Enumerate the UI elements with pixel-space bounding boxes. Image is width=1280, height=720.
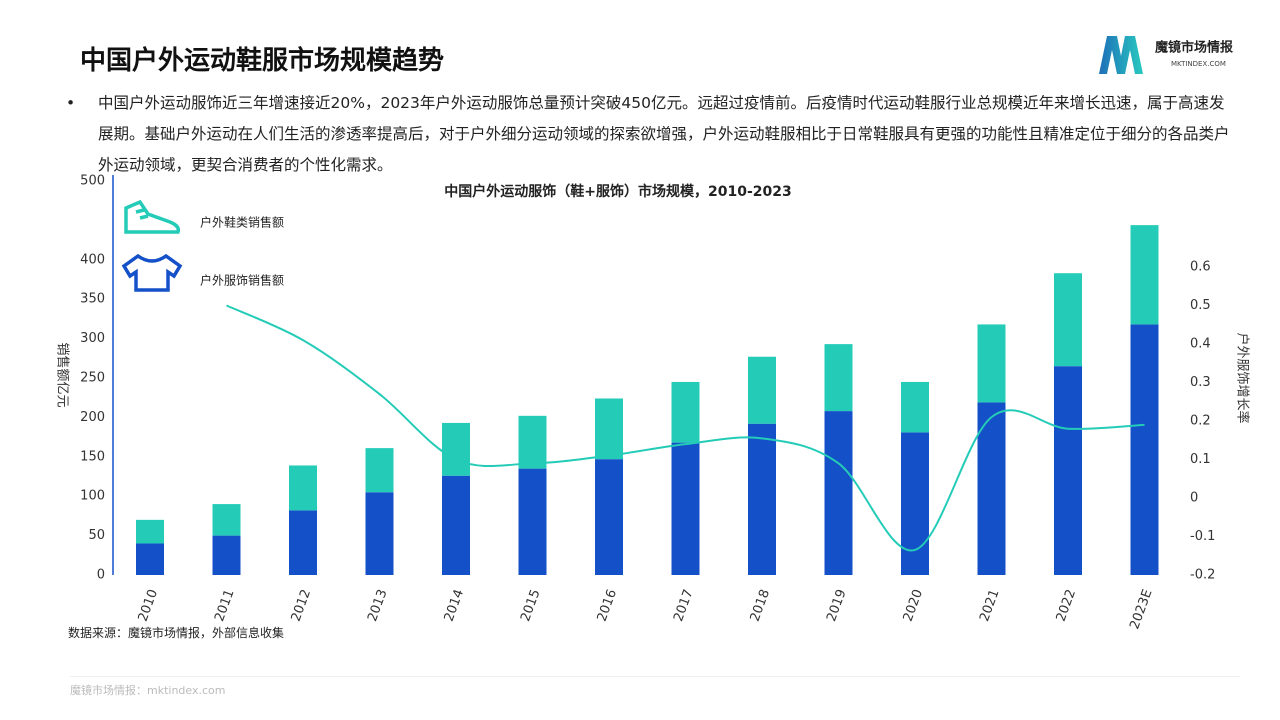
footer: 魔镜市场情报：mktindex.com (70, 684, 226, 697)
x-tick-label: 2010 (136, 587, 161, 623)
bar (289, 510, 317, 575)
bar (1054, 366, 1082, 575)
y2-tick-label: 0.1 (1190, 452, 1211, 467)
bar (365, 448, 394, 493)
y-tick-label: 200 (80, 410, 105, 425)
y-tick-label: 100 (80, 489, 105, 504)
y2-tick-label: -0.2 (1190, 568, 1215, 583)
y2-axis-label: 户外服饰增长率 (1235, 332, 1251, 423)
bullet-text: 中国户外运动服饰近三年增速接近20%，2023年户外运动服饰总量预计突破450亿… (98, 94, 1230, 174)
x-tick-label: 2021 (977, 587, 1002, 623)
bar (977, 324, 1006, 403)
x-tick-label: 2020 (901, 587, 926, 623)
bar (442, 475, 470, 575)
x-tick-label: 2014 (442, 587, 467, 623)
legend-label: 户外鞋类销售额 (200, 215, 284, 230)
logo-name: 魔镜市场情报 (1155, 40, 1234, 56)
y-tick-label: 500 (80, 174, 105, 189)
bar (977, 402, 1006, 575)
logo: 魔镜市场情报 MKTINDEX.COM (1099, 36, 1234, 74)
y2-tick-label: 0.2 (1190, 414, 1211, 429)
bar (595, 398, 623, 460)
y2-tick-label: 0.6 (1190, 260, 1211, 275)
y2-tick-label: 0 (1190, 491, 1198, 506)
bar (901, 432, 929, 575)
y-tick-label: 400 (80, 252, 105, 267)
bar (136, 519, 164, 544)
y-tick-label: 350 (80, 292, 105, 307)
bar (901, 381, 929, 433)
y-axis-label: 销售额亿元 (55, 342, 71, 407)
source: 数据来源：魔镜市场情报，外部信息收集 (68, 626, 285, 640)
bar (748, 423, 776, 575)
x-tick-label: 2019 (824, 587, 849, 623)
legend-label: 户外服饰销售额 (200, 273, 284, 288)
bar (671, 442, 700, 575)
y-tick-label: 50 (88, 528, 105, 543)
chart-title: 中国户外运动服饰（鞋+服饰）市场规模，2010-2023 (444, 183, 791, 200)
bar (212, 504, 241, 536)
bar (212, 535, 241, 575)
page-title: 中国户外运动鞋服市场规模趋势 (80, 46, 445, 76)
bar (824, 411, 853, 575)
y2-tick-label: 0.3 (1190, 375, 1211, 390)
bar (289, 465, 317, 511)
line (226, 304, 1145, 552)
x-tick-label: 2013 (365, 587, 390, 623)
bar (671, 381, 700, 443)
bar (365, 492, 394, 575)
bar (136, 543, 164, 575)
shoe-icon (124, 199, 181, 234)
bar (595, 459, 623, 575)
x-tick-label: 2016 (595, 587, 620, 623)
bar (1130, 225, 1159, 325)
x-tick-label: 2012 (289, 587, 314, 623)
logo-mark (1099, 36, 1143, 74)
bar (1054, 273, 1082, 367)
bar (518, 468, 547, 575)
footer-rule (70, 676, 1240, 677)
y-tick-label: 250 (80, 371, 105, 386)
bar (518, 415, 547, 469)
y-tick-label: 300 (80, 331, 105, 346)
bar (442, 422, 470, 476)
x-tick-label: 2023E (1127, 587, 1155, 631)
bullet: • 中国户外运动服饰近三年增速接近20%，2023年户外运动服饰总量预计突破450… (66, 88, 1236, 181)
y-tick-label: 150 (80, 449, 105, 464)
y2-tick-label: -0.1 (1190, 529, 1215, 544)
logo-url: MKTINDEX.COM (1171, 60, 1226, 68)
bar (1130, 324, 1159, 575)
y2-tick-label: 0.4 (1190, 337, 1211, 352)
bar (748, 356, 776, 424)
x-tick-label: 2018 (748, 587, 773, 623)
shirt-icon (121, 253, 183, 292)
x-tick-label: 2022 (1054, 587, 1079, 623)
y2-tick-label: 0.5 (1190, 298, 1211, 313)
x-tick-label: 2017 (671, 587, 696, 623)
bar (824, 344, 853, 412)
y-tick-label: 0 (97, 568, 105, 583)
x-tick-label: 2011 (212, 587, 237, 623)
x-tick-label: 2015 (518, 587, 543, 623)
